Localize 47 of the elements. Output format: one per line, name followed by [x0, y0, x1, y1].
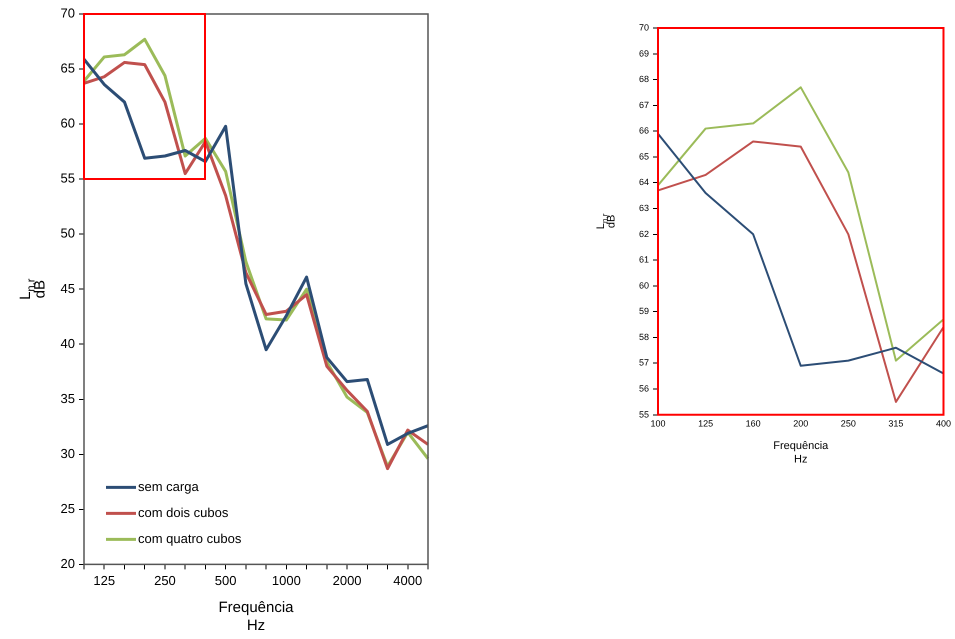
y-tick-label: 68 — [638, 74, 649, 84]
x-tick-label: 4000 — [393, 572, 422, 588]
y-tick-label: 30 — [60, 446, 75, 461]
y-tick-label: 57 — [638, 358, 649, 368]
y-tick-label: 65 — [60, 60, 75, 76]
y-tick-label: 65 — [638, 151, 649, 162]
x-tick-label: 100 — [650, 418, 666, 429]
y-tick-label: 60 — [638, 280, 649, 290]
legend-label: com dois cubos — [138, 504, 229, 520]
x-tick-label: 500 — [214, 572, 236, 588]
x-tick-label: 250 — [840, 418, 856, 429]
y-tick-label: 70 — [60, 6, 75, 21]
y-tick-label: 62 — [638, 228, 649, 239]
y-axis-title: Ln,r dB — [595, 213, 618, 230]
x-axis-title: Frequência Hz — [218, 599, 294, 634]
y-axis-title: Ln,r dB — [17, 278, 48, 300]
y-tick-label: 66 — [638, 126, 649, 136]
y-tick-label: 25 — [60, 500, 75, 516]
x-tick-label: 160 — [746, 418, 761, 429]
y-tick-label: 60 — [60, 116, 75, 131]
y-tick-label: 70 — [638, 22, 649, 32]
y-tick-label: 61 — [638, 254, 649, 265]
x-axis-title: Frequência Hz — [773, 440, 830, 466]
y-tick-label: 63 — [638, 202, 649, 213]
x-tick-label: 1000 — [272, 572, 301, 588]
y-tick-label: 55 — [638, 409, 649, 420]
x-tick-label: 315 — [888, 418, 904, 429]
legend-label: com quatro cubos — [138, 530, 242, 546]
x-tick-label: 125 — [93, 572, 116, 588]
x-tick-label: 125 — [698, 418, 714, 429]
y-tick-label: 64 — [638, 177, 649, 188]
legend-label: sem carga — [138, 478, 200, 494]
y-tick-label: 20 — [60, 556, 75, 571]
y-tick-label: 56 — [638, 384, 649, 394]
y-tick-label: 40 — [60, 336, 75, 351]
y-tick-label: 45 — [60, 280, 75, 296]
x-tick-label: 400 — [936, 418, 952, 429]
y-tick-label: 50 — [60, 226, 75, 241]
y-tick-label: 59 — [638, 306, 649, 316]
x-tick-label: 2000 — [332, 572, 362, 588]
x-tick-label: 250 — [154, 572, 176, 588]
x-tick-label: 200 — [793, 418, 808, 429]
y-tick-label: 55 — [60, 170, 75, 186]
y-tick-label: 69 — [638, 48, 649, 58]
y-tick-label: 67 — [638, 100, 649, 110]
y-tick-label: 58 — [638, 332, 649, 342]
y-tick-label: 35 — [60, 390, 75, 406]
